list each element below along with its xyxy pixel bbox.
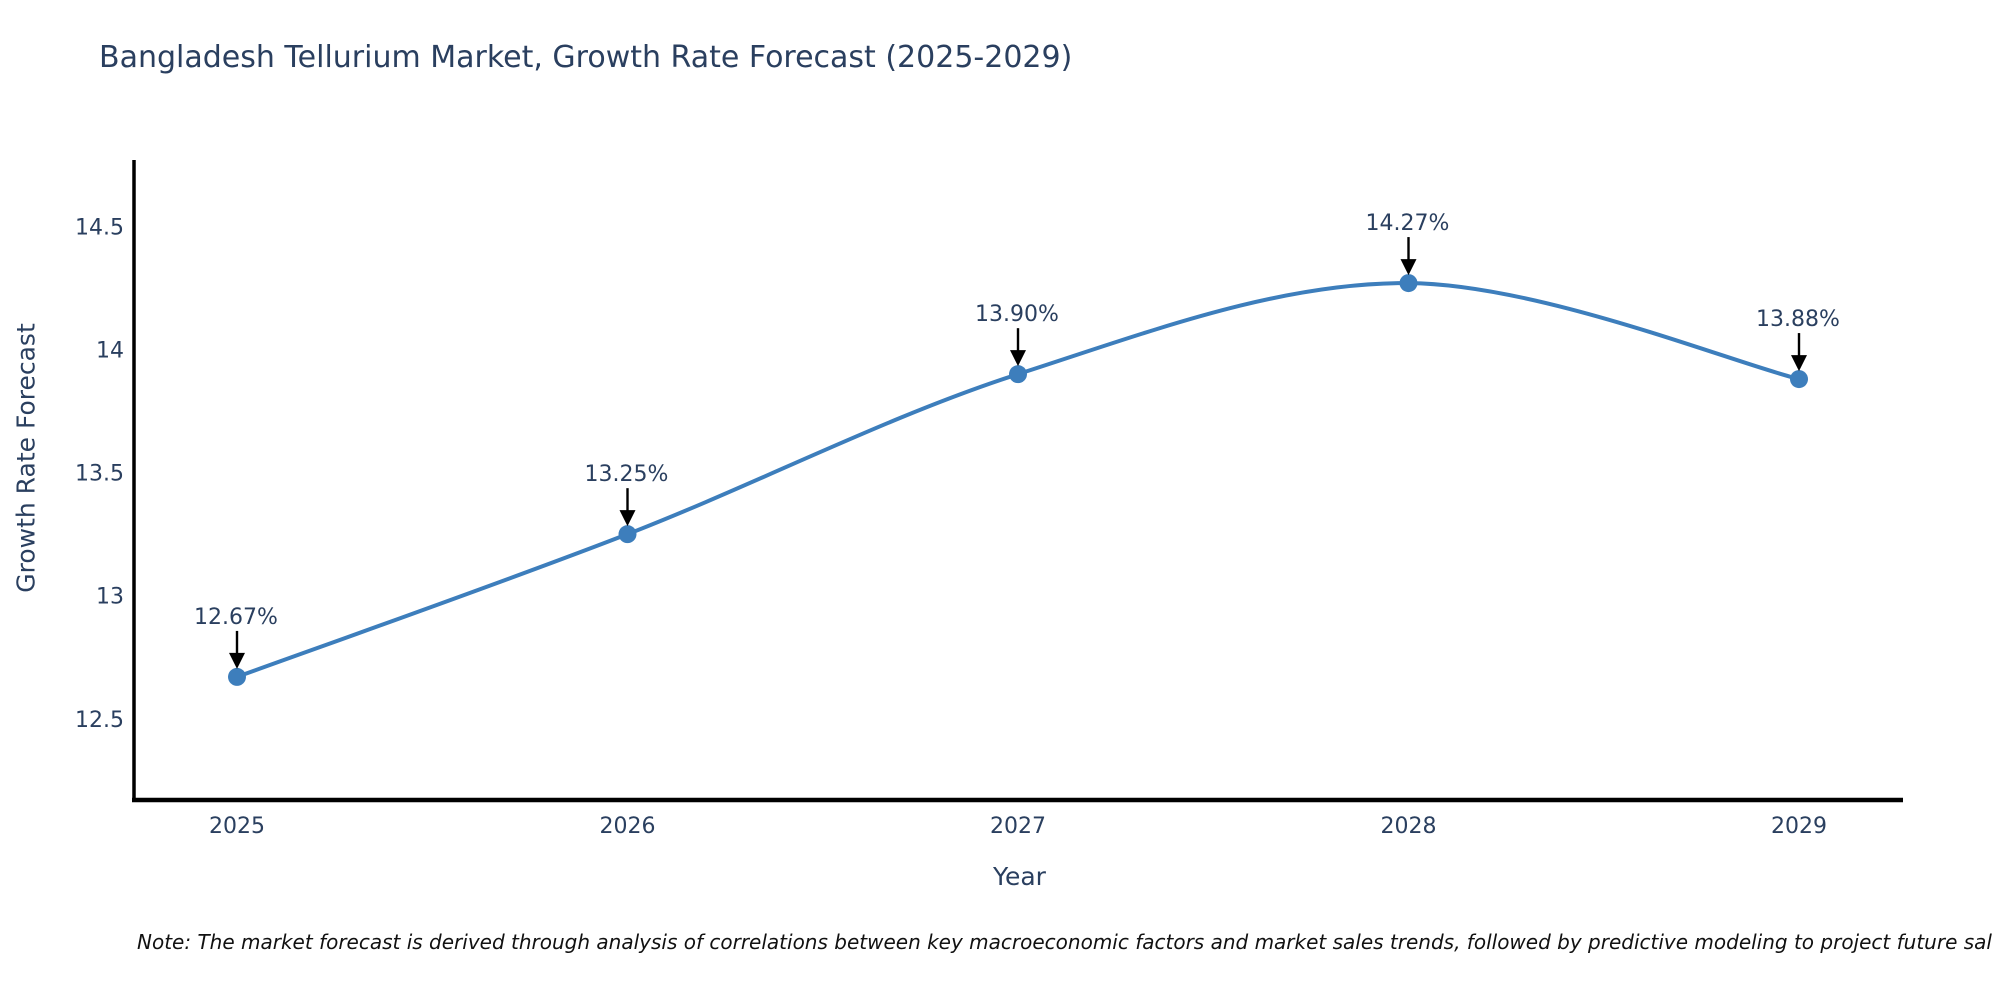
y-tick-label: 14 bbox=[96, 339, 124, 364]
y-tick-label: 13.5 bbox=[75, 462, 124, 487]
y-axis-title: Growth Rate Forecast bbox=[11, 323, 41, 593]
y-tick-label: 13 bbox=[96, 585, 124, 610]
data-point-label: 13.90% bbox=[975, 302, 1059, 327]
data-point-label: 14.27% bbox=[1366, 211, 1450, 236]
data-point-label: 13.25% bbox=[585, 462, 669, 487]
x-tick-label: 2029 bbox=[1771, 814, 1827, 839]
y-tick-label: 14.5 bbox=[75, 215, 124, 240]
footnote: Note: The market forecast is derived thr… bbox=[137, 930, 1992, 954]
data-point-marker bbox=[618, 525, 637, 544]
data-point-marker bbox=[228, 667, 246, 686]
data-point-label: 12.67% bbox=[194, 605, 278, 630]
data-point-marker bbox=[1399, 274, 1418, 293]
annotation-arrow-head bbox=[1010, 350, 1026, 367]
x-tick-label: 2025 bbox=[209, 814, 265, 839]
annotation-arrow-head bbox=[1400, 259, 1417, 276]
annotation-arrow-head bbox=[619, 510, 636, 527]
x-tick-label: 2027 bbox=[990, 814, 1046, 839]
y-tick-label: 12.5 bbox=[75, 708, 124, 733]
data-point-marker bbox=[1009, 365, 1027, 384]
data-point-marker bbox=[1790, 370, 1808, 389]
x-tick-label: 2026 bbox=[600, 814, 656, 839]
x-axis-title: Year bbox=[993, 862, 1046, 891]
annotation-arrow-head bbox=[1791, 355, 1807, 372]
data-point-label: 13.88% bbox=[1756, 307, 1840, 332]
x-tick-label: 2028 bbox=[1381, 814, 1437, 839]
chart-title: Bangladesh Tellurium Market, Growth Rate… bbox=[99, 40, 1073, 75]
annotation-arrow-head bbox=[229, 652, 245, 669]
